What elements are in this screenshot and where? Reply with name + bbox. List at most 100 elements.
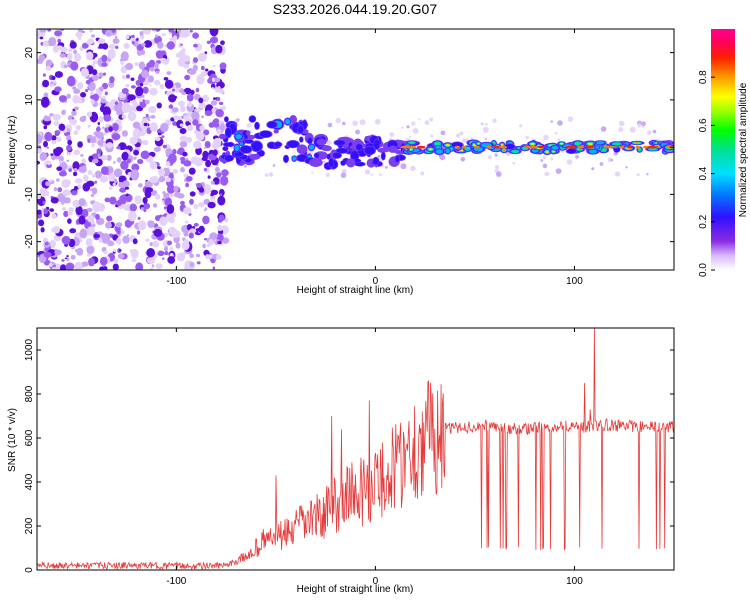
- band-speckle: [359, 119, 366, 126]
- noise-speckle: [146, 257, 156, 264]
- noise-speckle: [53, 80, 57, 84]
- noise-speckle: [99, 175, 109, 183]
- noise-speckle: [167, 256, 175, 264]
- band-speckle: [496, 171, 502, 177]
- band-speckle: [439, 154, 446, 161]
- band-speckle: [409, 135, 412, 139]
- noise-speckle: [71, 110, 77, 116]
- band-speckle: [519, 124, 523, 128]
- colorbar-tick-label: 0.2: [698, 214, 709, 228]
- noise-speckle: [202, 215, 210, 225]
- noise-speckle: [46, 146, 49, 149]
- noise-speckle: [198, 97, 204, 104]
- band-speckle: [555, 168, 562, 175]
- noise-speckle: [74, 53, 82, 62]
- noise-speckle: [204, 141, 211, 149]
- noise-speckle: [190, 156, 199, 165]
- noise-speckle: [104, 197, 111, 203]
- band-speckle: [485, 122, 488, 126]
- noise-speckle: [113, 179, 118, 184]
- spectral-blob: [328, 158, 334, 168]
- spectral-blob: [445, 144, 450, 147]
- spectrogram-frame: [36, 28, 675, 271]
- snr-series-line: [37, 328, 674, 570]
- noise-speckle: [72, 161, 80, 171]
- band-core: [524, 145, 532, 149]
- noise-speckle: [66, 135, 72, 142]
- noise-speckle: [105, 221, 112, 229]
- noise-speckle: [37, 148, 41, 154]
- band-speckle: [542, 155, 547, 160]
- noise-speckle: [101, 155, 108, 161]
- noise-speckle: [59, 95, 67, 103]
- noise-speckle: [150, 115, 156, 119]
- noise-speckle: [198, 202, 205, 208]
- noise-speckle: [40, 137, 43, 141]
- noise-speckle: [51, 266, 56, 270]
- noise-speckle: [103, 114, 112, 122]
- band-core: [461, 145, 467, 149]
- noise-speckle: [175, 89, 180, 93]
- noise-speckle: [49, 83, 55, 87]
- band-speckle: [440, 130, 446, 136]
- band-speckle: [268, 172, 274, 177]
- noise-speckle: [127, 105, 134, 113]
- band-speckle: [629, 126, 636, 133]
- spectral-blob: [435, 149, 444, 155]
- noise-speckle: [190, 89, 195, 95]
- band-speckle: [461, 138, 467, 144]
- noise-speckle: [54, 199, 58, 203]
- noise-speckle: [180, 156, 186, 162]
- noise-speckle: [77, 82, 84, 90]
- noise-speckle: [109, 76, 115, 84]
- band-speckle: [365, 169, 371, 175]
- noise-speckle: [77, 141, 83, 148]
- noise-speckle: [151, 264, 155, 268]
- noise-speckle: [56, 178, 60, 182]
- noise-speckle: [208, 238, 214, 246]
- noise-speckle: [169, 246, 174, 251]
- noise-speckle: [121, 130, 128, 137]
- noise-speckle: [198, 187, 205, 193]
- noise-speckle: [130, 248, 139, 259]
- noise-speckle: [183, 114, 190, 121]
- noise-speckle: [108, 126, 113, 132]
- noise-speckle: [203, 146, 207, 149]
- band-speckle: [618, 127, 624, 132]
- spectral-blob: [299, 137, 304, 143]
- spectral-blob: [245, 130, 251, 136]
- noise-speckle: [132, 238, 138, 245]
- spectral-blob: [321, 145, 332, 152]
- noise-speckle: [48, 36, 57, 47]
- noise-speckle: [109, 44, 116, 49]
- noise-speckle: [182, 151, 188, 157]
- noise-speckle: [184, 74, 191, 81]
- spectral-blob: [551, 145, 559, 150]
- noise-speckle: [58, 160, 63, 164]
- noise-speckle: [67, 151, 72, 156]
- noise-speckle: [142, 86, 149, 94]
- noise-speckle: [185, 183, 190, 188]
- noise-speckle: [142, 202, 151, 210]
- spectral-blob: [477, 142, 480, 145]
- snr-frame: [36, 327, 675, 571]
- spectral-blob: [388, 145, 398, 153]
- band-speckle: [272, 164, 276, 167]
- noise-speckle: [154, 241, 159, 246]
- noise-speckle: [98, 95, 103, 99]
- noise-speckle: [160, 122, 169, 132]
- noise-speckle: [125, 84, 130, 88]
- noise-speckle: [172, 35, 178, 42]
- noise-speckle: [49, 179, 53, 183]
- spectral-blob: [302, 120, 308, 130]
- noise-speckle: [173, 191, 181, 198]
- noise-speckle: [69, 118, 77, 126]
- noise-speckle: [193, 222, 199, 227]
- noise-speckle: [144, 189, 152, 199]
- noise-speckle: [52, 262, 56, 266]
- spectral-blob: [381, 152, 386, 160]
- band-core: [647, 145, 657, 149]
- noise-speckle: [69, 228, 77, 234]
- band-speckle: [614, 171, 621, 177]
